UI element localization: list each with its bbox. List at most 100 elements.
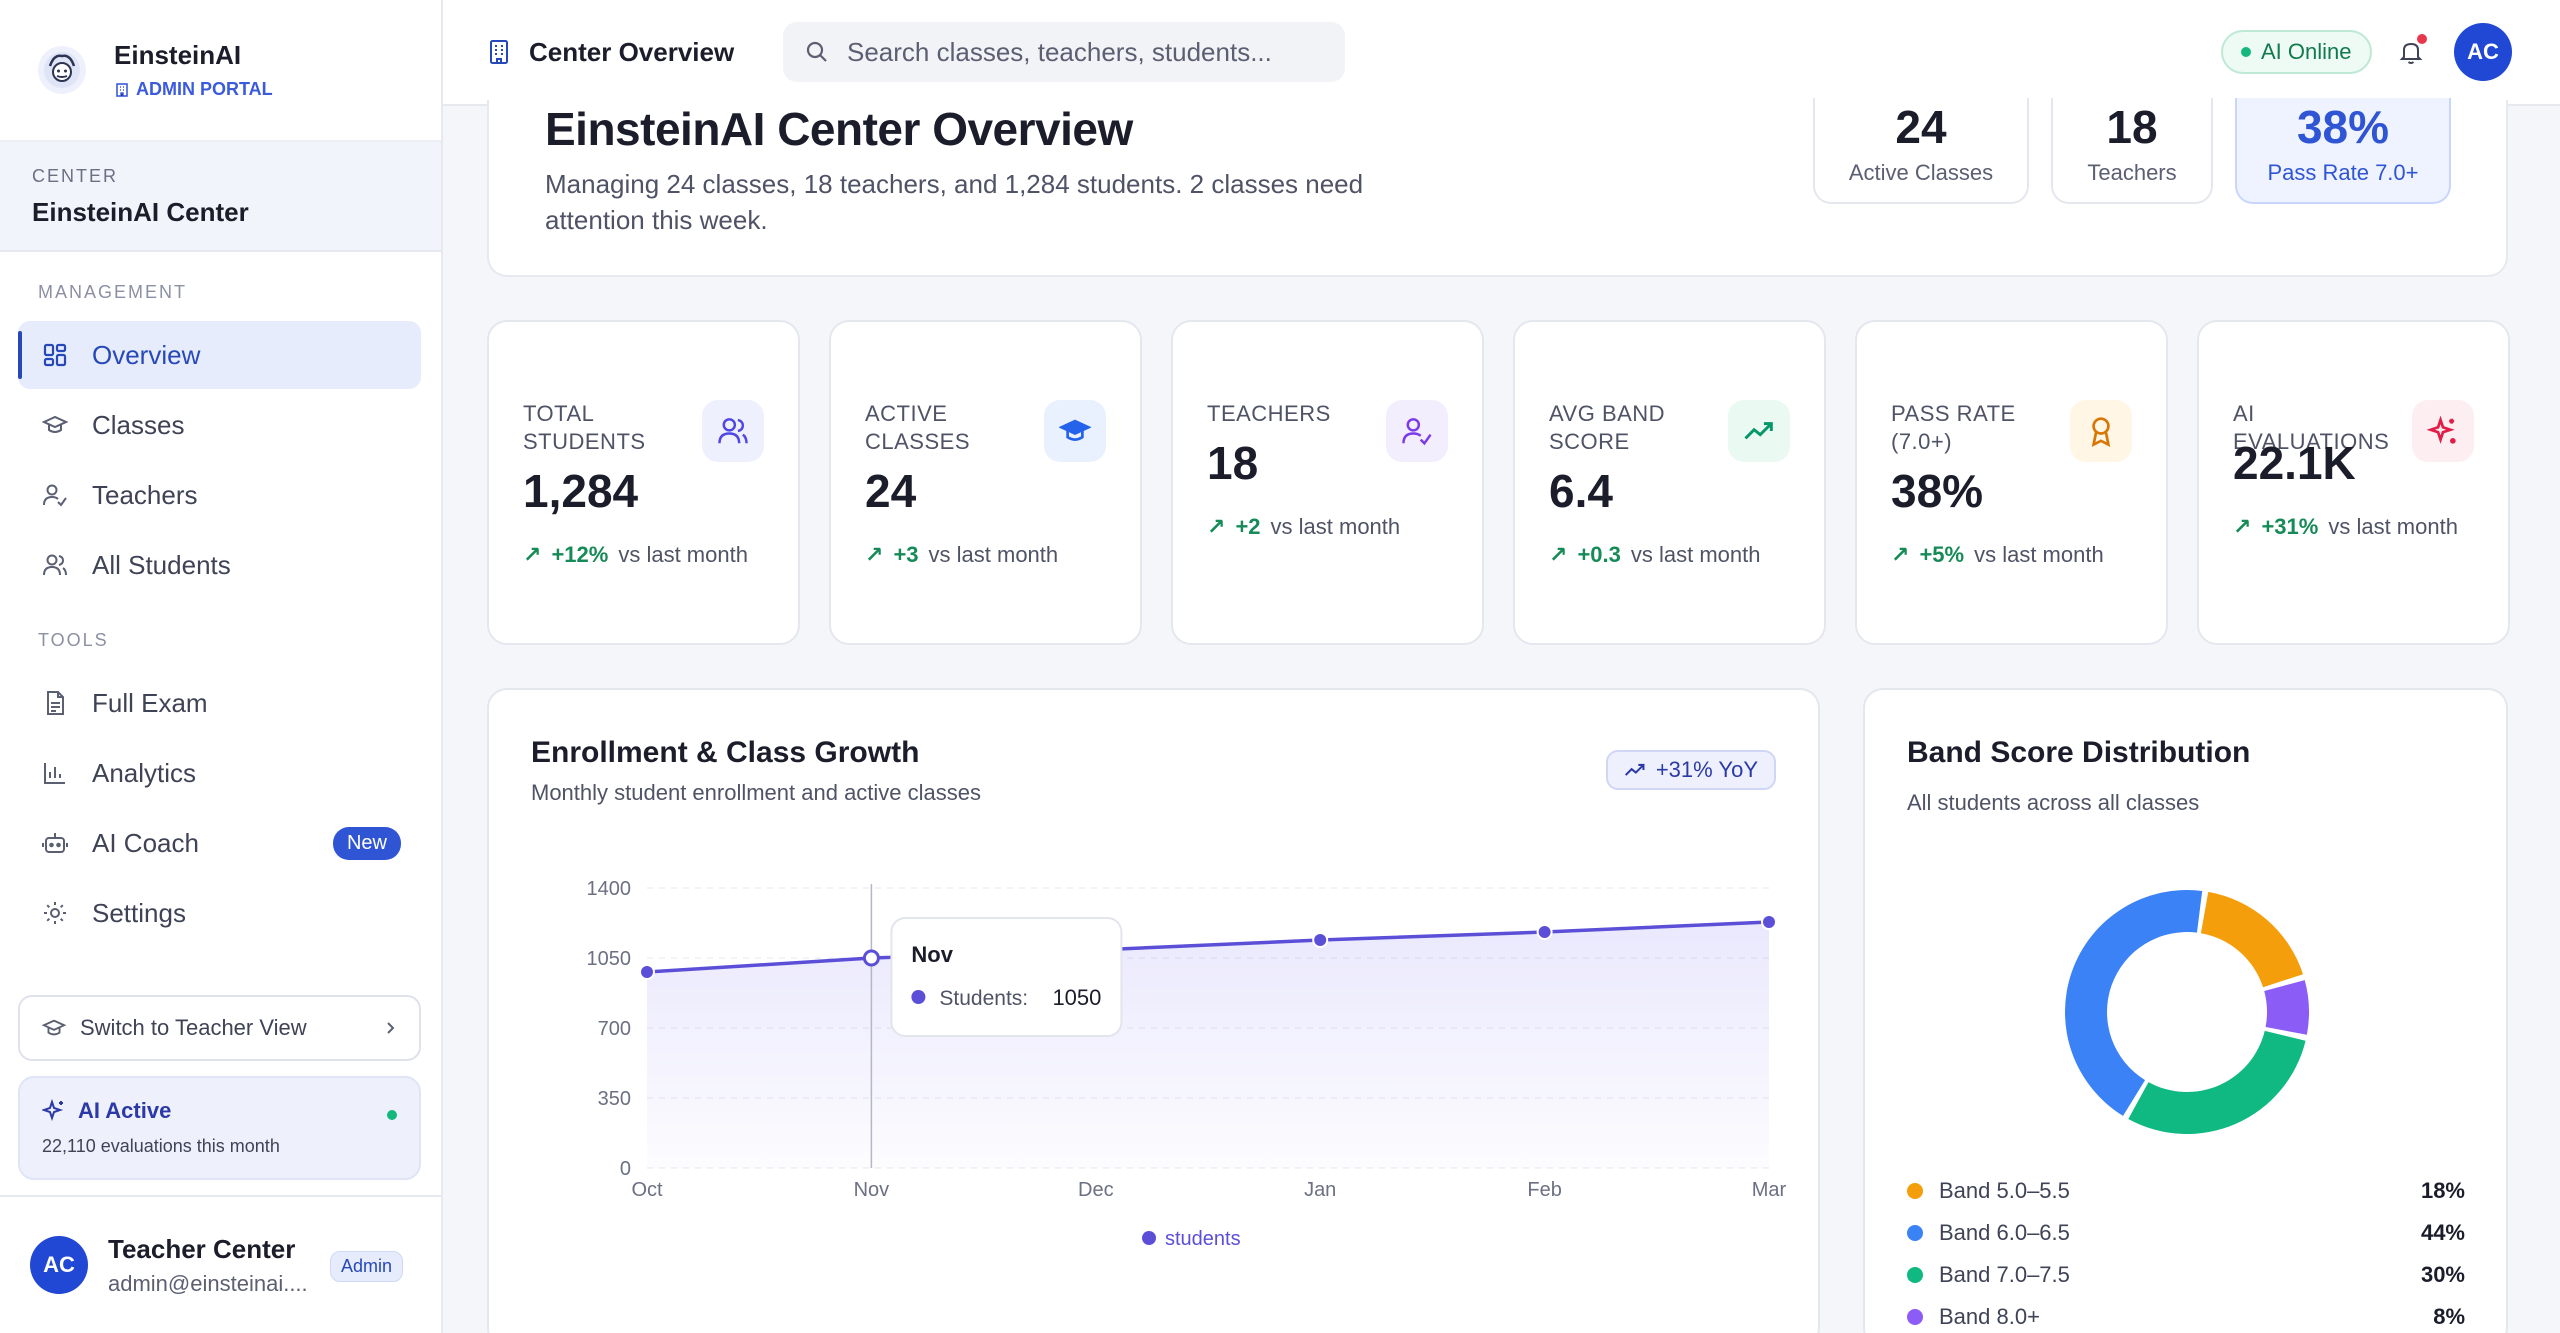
stat-value: 18	[1207, 437, 1259, 489]
stat-delta-suffix: vs last month	[2328, 514, 2458, 539]
brand-name: EinsteinAI	[114, 40, 242, 70]
user-check-icon	[1386, 400, 1448, 462]
stat-delta: ↗ +12% vs last month	[523, 542, 748, 568]
legend-label: students	[1165, 1228, 1241, 1250]
sidebar-item-full-exam[interactable]: Full Exam	[18, 669, 421, 737]
legend-swatch	[1142, 1231, 1156, 1245]
x-tick-label: Dec	[1078, 1179, 1114, 1201]
hero-stat-label: Active Classes	[1848, 160, 1994, 185]
sidebar-item-analytics[interactable]: Analytics	[18, 739, 421, 807]
stat-value: 1,284	[523, 465, 639, 517]
stat-card-active-classes[interactable]: ACTIVE CLASSES 24 ↗ +3 vs last month	[829, 320, 1142, 645]
ai-active-title: AI Active	[42, 1098, 397, 1124]
stat-card-avg-band-score[interactable]: AVG BAND SCORE 6.4 ↗ +0.3 vs last month	[1513, 320, 1826, 645]
sidebar-item-all-students[interactable]: All Students	[18, 531, 421, 599]
stat-delta: ↗ +31% vs last month	[2233, 514, 2458, 540]
sidebar-item-teachers[interactable]: Teachers	[18, 461, 421, 529]
legend-item: Band 6.0–6.5 44%	[1907, 1220, 2465, 1246]
legend-swatch	[1907, 1183, 1923, 1199]
enrollment-line-chart[interactable]: 0 350 700 1050 1400 Oct Nov Dec Jan Feb Mar Nov Stud…	[489, 690, 1822, 1333]
hero-stat-label: Teachers	[2087, 160, 2177, 185]
user-avatar-button[interactable]: AC	[2454, 23, 2512, 81]
y-tick-label: 700	[598, 1018, 631, 1040]
sidebar-item-label: Classes	[92, 409, 185, 440]
stat-card-ai-evaluations[interactable]: AI EVALUATIONS 22.1K ↗ +31% vs last month	[2197, 320, 2510, 645]
yoy-text: +31% YoY	[1655, 757, 1758, 782]
stat-value: 24	[865, 465, 917, 517]
sidebar-item-ai-coach[interactable]: AI Coach New	[18, 809, 421, 877]
topbar: Center Overview AI Online AC	[443, 0, 2560, 106]
award-icon	[2070, 400, 2132, 462]
sidebar-item-label: Teachers	[92, 479, 198, 510]
switch-label: Switch to Teacher View	[80, 1015, 307, 1040]
sidebar-item-settings[interactable]: Settings	[18, 879, 421, 947]
donut-slice	[2065, 890, 2203, 1116]
tooltip-month: Nov	[911, 942, 953, 967]
legend-item: Band 7.0–7.5 30%	[1907, 1262, 2465, 1288]
stat-card-total-students[interactable]: TOTAL STUDENTS 1,284 ↗ +12% vs last month	[487, 320, 800, 645]
data-point	[1536, 924, 1553, 940]
hero-title: EinsteinAI Center Overview	[545, 103, 1133, 155]
donut-slice	[2264, 980, 2309, 1035]
tools-section-label: TOOLS	[38, 630, 109, 650]
management-section-label: MANAGEMENT	[38, 282, 188, 302]
band-donut-chart[interactable]	[1865, 690, 2510, 1160]
sidebar-item-overview[interactable]: Overview	[18, 321, 421, 389]
ai-active-subtitle: 22,110 evaluations this month	[42, 1136, 280, 1156]
sidebar: EinsteinAI ADMIN PORTAL CENTER EinsteinA…	[0, 0, 443, 1333]
legend-percent: 30%	[2420, 1262, 2465, 1287]
legend-label: Band 6.0–6.5	[1939, 1220, 2070, 1245]
legend-percent: 18%	[2420, 1178, 2465, 1203]
legend-item: Band 8.0+ 8%	[1907, 1304, 2465, 1330]
enrollment-chart-card: Enrollment & Class Growth Monthly studen…	[487, 688, 1820, 1333]
ai-status-badge: AI Online	[2221, 30, 2372, 74]
x-tick-label: Oct	[631, 1179, 663, 1201]
stat-delta-value: +3	[893, 542, 919, 567]
stat-delta-value: +5%	[1919, 542, 1965, 567]
stat-label: ACTIVE CLASSES	[865, 401, 970, 454]
stat-card-pass-rate[interactable]: PASS RATE (7.0+) 38% ↗ +5% vs last month	[1855, 320, 2168, 645]
legend-swatch	[1907, 1267, 1923, 1283]
graduation-cap-icon	[40, 410, 70, 440]
robot-icon	[40, 828, 70, 858]
avatar: AC	[30, 1236, 88, 1294]
arrow-up-right-icon: ↗	[1207, 514, 1226, 539]
hero-stat-value: 18	[2106, 101, 2158, 153]
stat-delta-suffix: vs last month	[1630, 542, 1761, 567]
user-profile[interactable]: AC Teacher Center admin@einsteinai.... A…	[0, 1195, 441, 1333]
hero-stat-pass-rate: 38% Pass Rate 7.0+	[2235, 98, 2451, 204]
sidebar-item-label: Settings	[92, 897, 186, 928]
sidebar-item-classes[interactable]: Classes	[18, 391, 421, 459]
arrow-up-right-icon: ↗	[523, 542, 542, 567]
search-bar[interactable]	[783, 22, 1345, 82]
tooltip-label: Students:	[939, 987, 1028, 1010]
stat-label: PASS RATE (7.0+)	[1891, 401, 2016, 454]
legend-percent: 8%	[2433, 1304, 2465, 1329]
distribution-subtitle: All students across all classes	[1907, 790, 2200, 815]
switch-to-teacher-view-button[interactable]: Switch to Teacher View	[18, 995, 421, 1061]
ai-status-text: AI Online	[2261, 39, 2352, 64]
stat-label: AI EVALUATIONS	[2233, 401, 2390, 454]
status-dot	[387, 1110, 397, 1120]
stat-delta: ↗ +3 vs last month	[865, 542, 1058, 568]
tooltip-box	[890, 917, 1123, 1037]
chart-tooltip: Nov Students: 1050	[890, 917, 1123, 1037]
building-icon	[116, 82, 128, 97]
stat-card-teachers[interactable]: TEACHERS 18 ↗ +2 vs last month	[1171, 320, 1484, 645]
series-line-students	[646, 920, 1770, 974]
search-input[interactable]	[847, 36, 1307, 68]
stat-value: 38%	[1891, 465, 1984, 517]
stat-value: 6.4	[1549, 465, 1613, 517]
center-selector[interactable]: CENTER EinsteinAI Center	[0, 142, 441, 252]
donut-slice	[2200, 891, 2304, 988]
notifications-button[interactable]	[2391, 32, 2431, 72]
donut-slice	[2128, 1030, 2306, 1134]
stat-label: AVG BAND SCORE	[1549, 401, 1666, 454]
sidebar-item-label: Analytics	[92, 757, 197, 788]
role-badge: Admin	[330, 1251, 404, 1282]
distribution-title: Band Score Distribution	[1907, 736, 2251, 769]
user-email: admin@einsteinai....	[108, 1270, 308, 1296]
brand[interactable]: EinsteinAI ADMIN PORTAL	[0, 0, 441, 142]
data-point	[1312, 932, 1329, 948]
stat-delta-value: +12%	[551, 542, 609, 567]
